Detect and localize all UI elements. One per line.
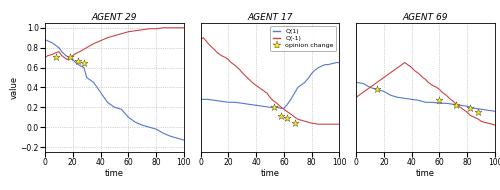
- Point: [52, 55, 60, 58]
- Point: [282, 117, 290, 120]
- Title: AGENT 29: AGENT 29: [92, 13, 137, 22]
- Point: [291, 122, 299, 125]
- Point: [66, 55, 74, 58]
- Legend: Q(1), Q(-1), opinion change: Q(1), Q(-1), opinion change: [270, 26, 336, 51]
- Point: [474, 110, 482, 113]
- Y-axis label: value: value: [10, 76, 19, 99]
- Point: [270, 106, 278, 109]
- Point: [452, 103, 460, 106]
- Title: AGENT 69: AGENT 69: [403, 13, 448, 22]
- Point: [80, 61, 88, 64]
- Point: [277, 115, 285, 118]
- Title: AGENT 17: AGENT 17: [247, 13, 293, 22]
- Point: [74, 59, 82, 62]
- X-axis label: time: time: [416, 169, 435, 178]
- Point: [436, 99, 444, 102]
- X-axis label: time: time: [260, 169, 280, 178]
- X-axis label: time: time: [105, 169, 124, 178]
- Point: [466, 106, 474, 109]
- Point: [373, 88, 381, 91]
